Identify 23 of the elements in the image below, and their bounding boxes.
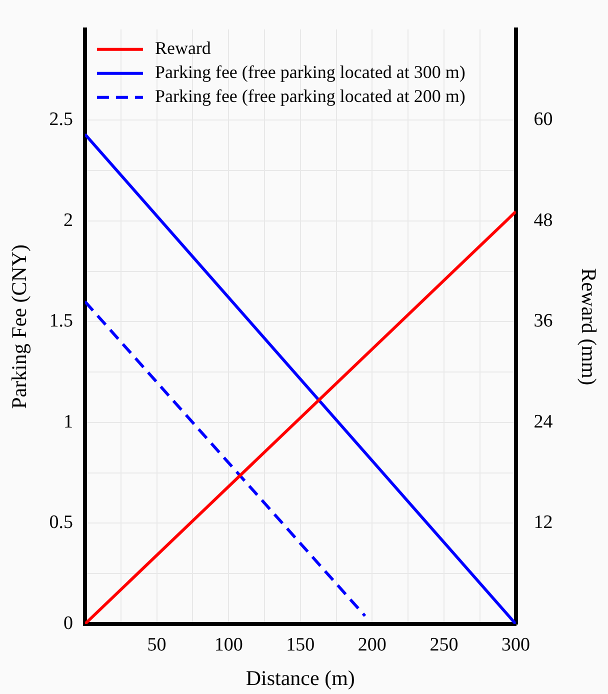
legend-label: Parking fee (free parking located at 300 m) — [154, 62, 466, 82]
y-tick-label: 2.5 — [49, 109, 73, 130]
y-axis-title: Parking Fee (CNY) — [7, 244, 32, 409]
x-tick-label: 250 — [430, 634, 458, 656]
y2-tick-label: 24 — [534, 411, 554, 432]
y2-tick-label: 36 — [534, 310, 553, 332]
x-tick-label: 50 — [147, 634, 166, 656]
y-tick-label: 0 — [63, 612, 73, 634]
y2-tick-label: 12 — [534, 512, 553, 534]
y-tick-label: 0.5 — [49, 512, 73, 534]
x-tick-label: 300 — [502, 634, 530, 656]
legend-label: Parking fee (free parking located at 200 m) — [154, 86, 466, 106]
y2-tick-label: 60 — [534, 109, 553, 130]
y2-axis-title: Reward (mm) — [576, 268, 601, 386]
x-axis-title: Distance (m) — [246, 666, 355, 690]
y-tick-label: 1.5 — [49, 310, 73, 332]
y-tick-label: 1 — [63, 411, 73, 432]
y-tick-label: 2 — [63, 210, 73, 231]
x-tick-label: 150 — [286, 634, 315, 656]
y2-tick-label: 48 — [534, 210, 553, 231]
x-tick-label: 100 — [214, 634, 243, 656]
legend-label: Reward — [154, 38, 211, 58]
x-tick-label: 200 — [358, 634, 386, 656]
